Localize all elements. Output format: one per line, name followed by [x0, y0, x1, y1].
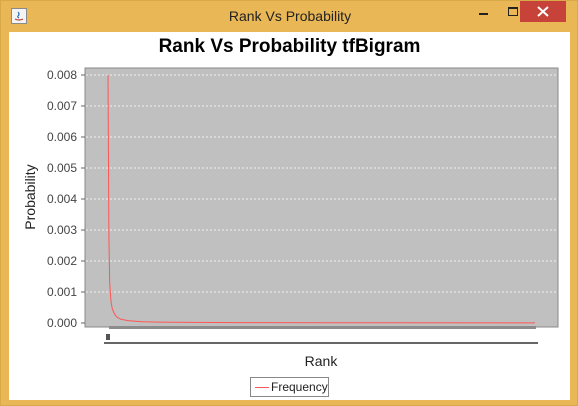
- window-title: Rank Vs Probability: [228, 8, 352, 24]
- x-axis-label: Rank: [305, 353, 339, 369]
- legend-label-frequency: Frequency: [271, 380, 328, 394]
- y-tick-label: 0.004: [47, 192, 77, 206]
- y-tick-label: 0.008: [47, 68, 77, 82]
- chart-panel: Rank Vs Probability tfBigram 0.000 0.001 0…: [9, 32, 570, 400]
- gridlines: [86, 74, 557, 293]
- plot-area: [84, 67, 559, 328]
- x-axis-ticks-smudge: [106, 334, 110, 340]
- y-tick-label: 0.002: [47, 254, 77, 268]
- close-button[interactable]: [520, 1, 566, 22]
- y-tick-label: 0.001: [47, 285, 77, 299]
- y-tick-label: 0.000: [47, 316, 77, 330]
- chart-title: Rank Vs Probability tfBigram: [158, 36, 421, 57]
- java-app-icon[interactable]: [11, 8, 27, 24]
- series-line-frequency: [107, 74, 536, 324]
- legend: Frequency: [250, 377, 329, 397]
- y-axis-ticks: 0.000 0.001 0.002 0.003 0.004 0.005 0.006 0.007…: [47, 68, 85, 330]
- y-tick-label: 0.005: [47, 161, 77, 175]
- y-axis-label: Probability: [22, 164, 38, 229]
- x-axis-band: [109, 326, 536, 329]
- legend-swatch-frequency: [255, 387, 269, 388]
- title-bar[interactable]: Rank Vs Probability: [1, 1, 577, 32]
- close-icon: [537, 6, 549, 17]
- minimize-button[interactable]: [468, 1, 498, 22]
- y-tick-label: 0.007: [47, 99, 77, 113]
- maximize-button[interactable]: [498, 1, 528, 22]
- line-chart: 0.000 0.001 0.002 0.003 0.004 0.005 0.006 0.007…: [22, 67, 559, 369]
- y-tick-label: 0.006: [47, 130, 77, 144]
- y-tick-label: 0.003: [47, 223, 77, 237]
